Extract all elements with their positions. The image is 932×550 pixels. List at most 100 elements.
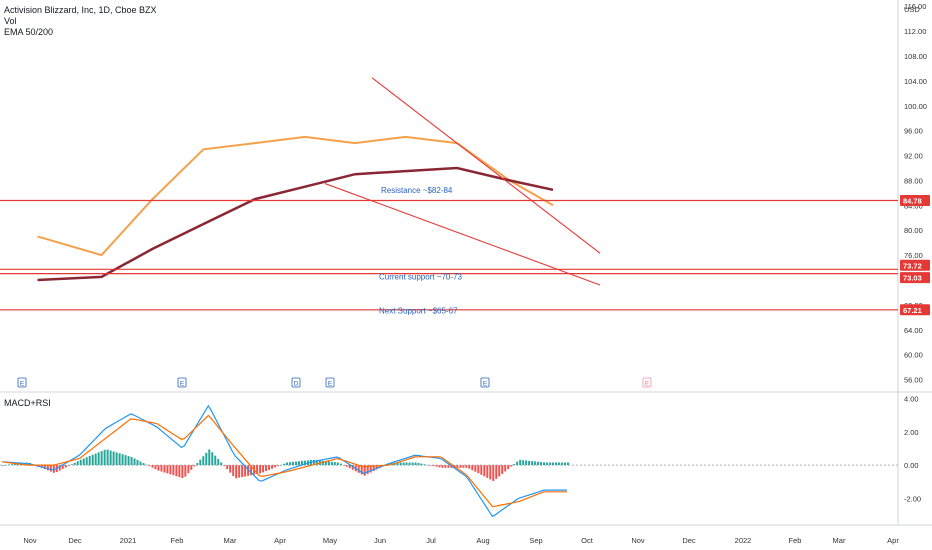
macd-histogram-bar — [121, 454, 124, 466]
x-tick-label: Dec — [68, 536, 82, 545]
macd-histogram-bar — [214, 455, 217, 466]
macd-histogram-bar — [363, 465, 366, 476]
x-tick-label: Oct — [581, 536, 594, 545]
macd-histogram-bar — [244, 465, 247, 477]
macd-histogram-bar — [489, 465, 492, 480]
macd-histogram-bar — [277, 465, 280, 467]
macd-histogram-bar — [217, 459, 220, 466]
macd-histogram-bar — [145, 464, 148, 466]
macd-histogram-bar — [510, 465, 513, 467]
earnings-marker-label: E — [180, 381, 185, 388]
macd-histogram-bar — [283, 463, 285, 466]
macd-histogram-bar — [522, 460, 525, 466]
x-tick-label: Mar — [833, 536, 846, 545]
macd-histogram-bar — [366, 465, 369, 475]
signal-line — [1, 414, 567, 508]
macd-histogram-bar — [483, 465, 486, 477]
macd-legend: MACD+RSI — [4, 398, 51, 408]
macd-histogram-bar — [399, 462, 402, 466]
x-tick-label: Feb — [171, 536, 184, 545]
macd-histogram-bar — [372, 465, 375, 472]
y-tick-label: 88.00 — [904, 176, 923, 185]
macd-histogram-bar — [561, 462, 564, 466]
macd-histogram-bar — [10, 464, 13, 466]
macd-histogram-bar — [552, 462, 555, 466]
macd-histogram-bar — [429, 465, 432, 466]
macd-histogram-bar — [540, 462, 543, 466]
macd-histogram-bar — [369, 465, 372, 473]
ema-legend: EMA 50/200 — [4, 27, 54, 37]
macd-histogram-bar — [465, 465, 468, 468]
macd-histogram-bar — [85, 457, 88, 466]
macd-histogram-bar — [321, 460, 324, 466]
price-label: 73.72 — [903, 261, 922, 270]
macd-histogram-bar — [190, 465, 193, 470]
macd-histogram-bar — [300, 460, 303, 466]
x-tick-label: Nov — [23, 536, 37, 545]
earnings-marker-label: E — [20, 381, 25, 388]
macd-histogram-bar — [148, 465, 151, 467]
macd-histogram-bar — [268, 465, 271, 470]
macd-histogram-bar — [291, 461, 294, 466]
macd-histogram-bar — [238, 465, 241, 478]
y-tick-label: 80.00 — [904, 226, 923, 235]
macd-histogram-bar — [73, 462, 76, 466]
macd-histogram-bar — [378, 465, 381, 468]
macd-histogram-bar — [64, 465, 67, 468]
x-tick-label: 2022 — [735, 536, 752, 545]
macd-histogram-bar — [408, 462, 411, 466]
macd-y-tick: 2.00 — [904, 428, 919, 437]
macd-histogram-bar — [459, 465, 462, 468]
macd-histogram-bar — [58, 465, 61, 471]
macd-histogram-bar — [525, 460, 528, 466]
macd-histogram-bar — [103, 449, 106, 466]
macd-histogram-bar — [339, 463, 342, 466]
y-tick-label: 76.00 — [904, 251, 923, 260]
macd-histogram-bar — [327, 461, 330, 466]
macd-histogram-bar — [139, 461, 142, 466]
earnings-marker — [291, 377, 301, 388]
macd-histogram-bar — [196, 463, 199, 466]
macd-histogram-bar — [441, 465, 444, 468]
macd-histogram-bar — [456, 465, 459, 468]
trendline-lower — [324, 183, 601, 286]
macd-histogram-bar — [172, 465, 175, 476]
macd-histogram-bar — [357, 465, 360, 473]
price-label: 84.78 — [903, 196, 922, 205]
macd-histogram-bar — [274, 465, 277, 468]
macd-histogram-bar — [423, 464, 426, 466]
macd-histogram-bar — [199, 459, 202, 466]
macd-histogram-bar — [4, 464, 7, 466]
macd-histogram-bar — [175, 465, 178, 477]
macd-histogram-bar — [303, 460, 306, 466]
macd-histogram-bar — [7, 464, 10, 466]
macd-histogram-bar — [516, 461, 519, 466]
price-label: 73.03 — [903, 274, 922, 283]
macd-histogram-bar — [501, 465, 504, 474]
macd-histogram-bar — [256, 465, 259, 474]
macd-histogram-bar — [336, 462, 339, 466]
macd-histogram-bar — [226, 465, 229, 470]
macd-histogram-bar — [76, 461, 79, 466]
macd-histogram-bar — [513, 464, 516, 466]
macd-histogram-bar — [360, 465, 363, 475]
currency-label: USD — [904, 5, 920, 14]
macd-histogram-bar — [70, 464, 73, 466]
macd-histogram-bar — [351, 465, 354, 470]
macd-histogram-bar — [417, 462, 420, 466]
y-tick-label: 100.00 — [904, 102, 927, 111]
macd-histogram-bar — [324, 461, 327, 466]
x-tick-label: Feb — [789, 536, 802, 545]
macd-histogram-bar — [136, 459, 139, 466]
macd-histogram-bar — [91, 454, 94, 466]
macd-histogram-bar — [474, 465, 477, 472]
macd-histogram-bar — [160, 465, 163, 472]
x-tick-label: Dec — [682, 536, 696, 545]
macd-histogram-bar — [115, 452, 118, 466]
y-tick-label: 56.00 — [904, 376, 923, 385]
macd-histogram-bar — [528, 460, 531, 466]
x-tick-label: May — [323, 536, 337, 545]
macd-histogram-bar — [79, 459, 82, 466]
x-tick-label: Nov — [631, 536, 645, 545]
